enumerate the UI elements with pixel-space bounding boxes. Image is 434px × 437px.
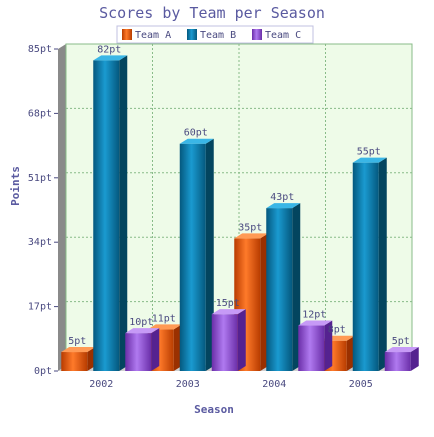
data-label: 10pt xyxy=(129,317,153,328)
bar-front xyxy=(384,352,411,371)
y-tick-label: 34pt xyxy=(28,237,52,248)
legend-label: Team A xyxy=(135,30,171,41)
bar-top xyxy=(234,233,269,239)
y-tick-label: 85pt xyxy=(28,44,52,55)
bar-top xyxy=(298,320,333,326)
legend-item-team-b: Team B xyxy=(187,29,236,41)
legend: Team A Team B Team C xyxy=(116,25,314,44)
x-tick-label: 2005 xyxy=(349,379,373,390)
data-label: 8pt xyxy=(328,325,346,336)
bar-team-c-2002 xyxy=(125,328,160,371)
legend-swatch xyxy=(187,29,197,40)
data-label: 12pt xyxy=(302,310,326,321)
legend-swatch xyxy=(122,29,132,40)
bar-front xyxy=(266,208,293,371)
legend-label: Team B xyxy=(200,30,236,41)
bar-front xyxy=(125,333,152,371)
data-label: 82pt xyxy=(97,44,121,55)
legend-item-team-a: Team A xyxy=(122,29,171,41)
chart-title: Scores by Team per Season xyxy=(99,4,325,22)
bar-side xyxy=(119,55,128,371)
bar-side xyxy=(410,347,419,371)
y-axis-label: Points xyxy=(9,166,22,206)
bar-top xyxy=(147,324,182,330)
x-tick-label: 2004 xyxy=(262,379,286,390)
bar-team-c-2005 xyxy=(384,347,419,371)
bar-team-b-2004 xyxy=(266,203,301,371)
plot-side-wall xyxy=(58,44,66,371)
bar-side xyxy=(151,328,160,371)
bar-front xyxy=(211,314,238,371)
bar-team-c-2003 xyxy=(211,309,246,371)
data-label: 60pt xyxy=(184,128,208,139)
x-tick-label: 2003 xyxy=(176,379,200,390)
bar-top xyxy=(179,138,214,144)
bar-team-b-2003 xyxy=(179,138,214,371)
y-tick-label: 51pt xyxy=(28,173,52,184)
bar-side xyxy=(205,138,214,371)
x-tick-label: 2002 xyxy=(89,379,113,390)
legend-swatch xyxy=(252,29,262,40)
bar-top xyxy=(125,328,160,334)
bar-front xyxy=(298,325,325,371)
bar-front xyxy=(93,60,120,371)
bar-team-c-2004 xyxy=(298,320,333,371)
y-axis: 0pt 17pt 34pt 51pt 68pt 85pt xyxy=(28,44,58,377)
bar-top xyxy=(384,347,419,353)
bar-side xyxy=(324,320,333,371)
data-label: 11pt xyxy=(152,313,176,324)
bar-front xyxy=(179,143,206,371)
bar-top xyxy=(93,55,128,61)
bar-team-b-2002 xyxy=(93,55,128,371)
bar-top xyxy=(211,309,246,315)
data-label: 15pt xyxy=(216,298,240,309)
y-tick-label: 17pt xyxy=(28,302,52,313)
bar-side xyxy=(378,157,387,371)
bar-top xyxy=(266,203,301,209)
data-label: 35pt xyxy=(238,222,262,233)
bar-side xyxy=(237,309,246,371)
legend-item-team-c: Team C xyxy=(252,29,301,41)
y-tick-label: 68pt xyxy=(28,108,52,119)
legend-frame xyxy=(116,25,314,44)
x-axis: 2002 2003 2004 2005 xyxy=(89,379,373,390)
bar-front xyxy=(61,352,88,371)
data-label: 55pt xyxy=(357,147,381,158)
bar-top xyxy=(352,157,387,163)
bar-team-b-2005 xyxy=(352,157,387,371)
data-label: 43pt xyxy=(270,192,294,203)
bar-front xyxy=(352,162,379,371)
data-labels: 5pt 11pt 35pt 8pt 82pt 60pt 43pt 55pt 10pt 15pt 12… xyxy=(68,44,410,347)
bar-team-a-2002 xyxy=(61,347,96,371)
data-label: 5pt xyxy=(68,336,86,347)
x-axis-label: Season xyxy=(194,403,234,416)
data-label: 5pt xyxy=(392,336,410,347)
bar-top xyxy=(61,347,96,353)
legend-label: Team C xyxy=(265,30,301,41)
bars xyxy=(61,55,419,371)
y-tick-label: 0pt xyxy=(34,366,52,377)
